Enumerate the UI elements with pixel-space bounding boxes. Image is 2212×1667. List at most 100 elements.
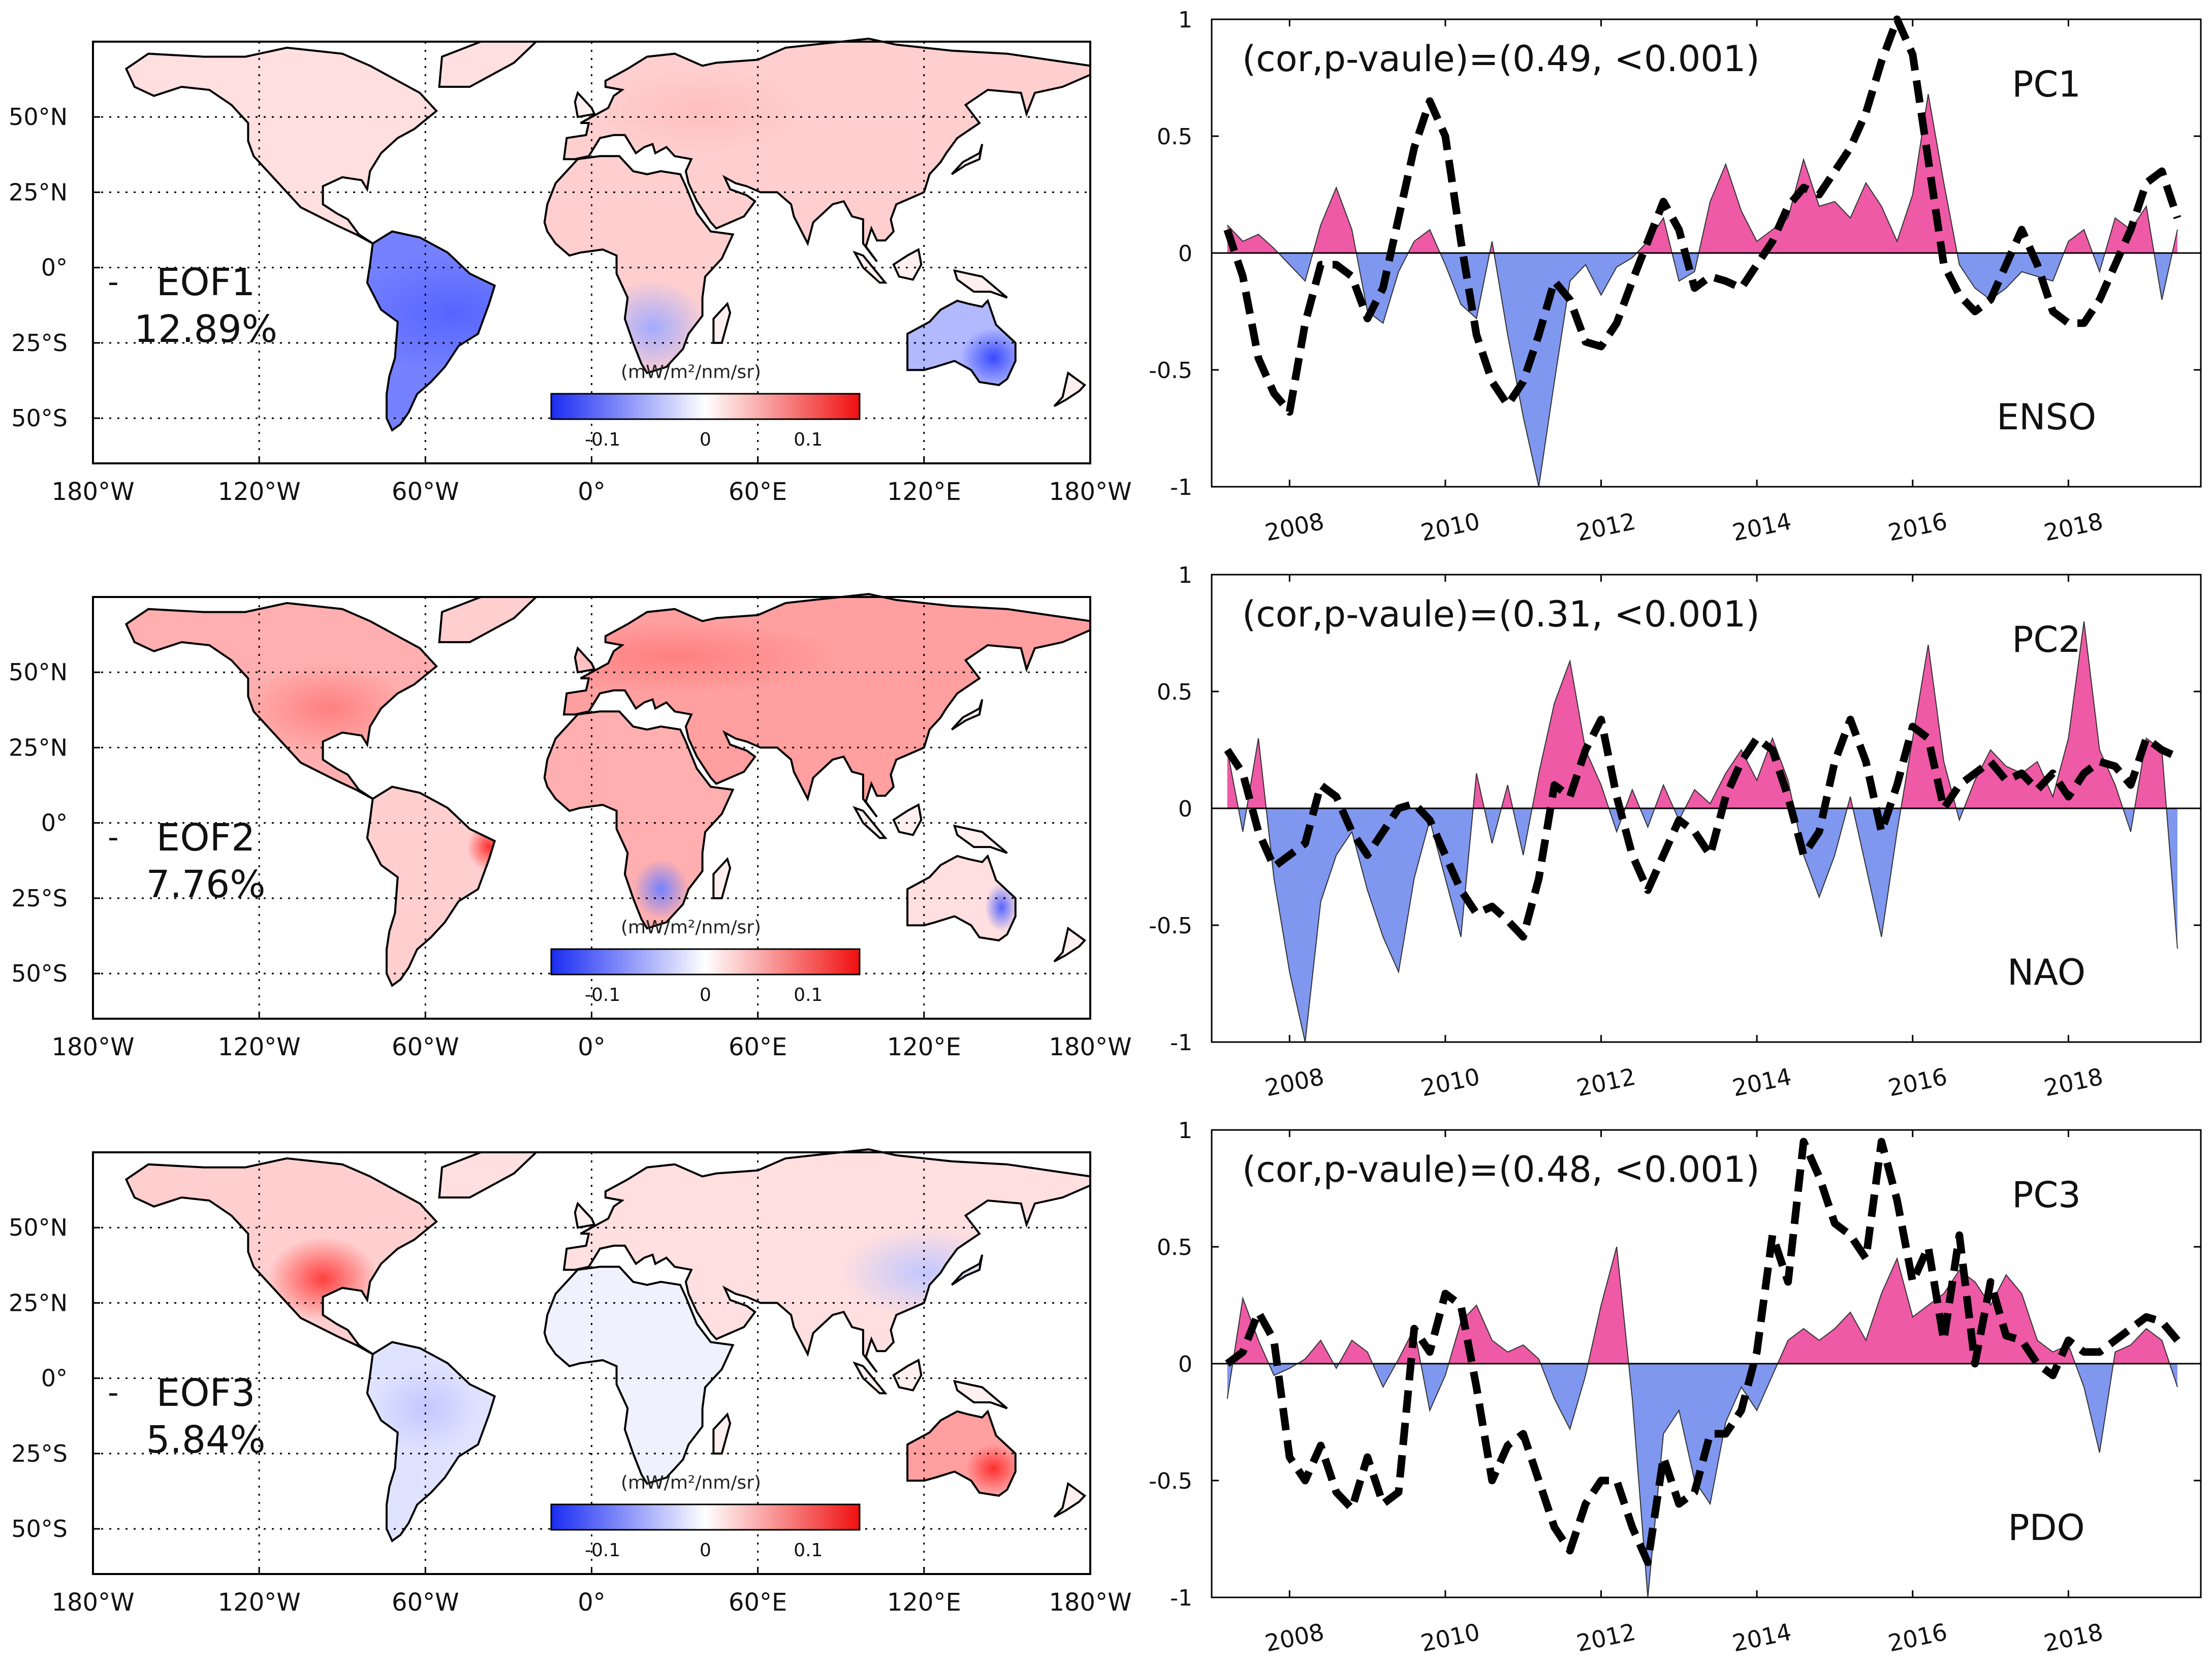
lon-tick-label: 180°W <box>51 1588 134 1617</box>
sumatra-field <box>855 1363 886 1394</box>
lon-tick-label: 0° <box>578 1588 606 1617</box>
borneo-field <box>893 805 922 835</box>
eof3-name: EOF3 <box>156 1371 256 1415</box>
anomaly-blob <box>508 621 841 694</box>
britain-coastline <box>574 646 596 674</box>
eof1-map-panel: 180°W 120°W 60°W 0° 60°E 120°E 180°W 50°N 25°N 0°… <box>0 0 1138 539</box>
lat-tick-label: 50°S <box>11 960 68 987</box>
lon-tick-label: 180°W <box>1049 478 1131 506</box>
lon-tick-label: 60°W <box>392 1033 459 1061</box>
y-tick-label: -0.5 <box>1149 913 1192 939</box>
namerica-coastline <box>124 1157 438 1355</box>
y-tick-label: -1 <box>1170 1030 1192 1056</box>
colorbar-tick-label: 0 <box>700 985 711 1005</box>
sumatra-field <box>855 253 886 283</box>
eof3-map-panel: 180°W 120°W 60°W 0° 60°E 120°E 180°W 50°N 25°N 0°… <box>0 1111 1138 1649</box>
x-tick-label: 2010 <box>1418 507 1482 546</box>
x-tick-label: 2018 <box>2041 1062 2105 1102</box>
lon-tick-label: 60°W <box>392 478 459 506</box>
eof1-map: 180°W 120°W 60°W 0° 60°E 120°E 180°W 50°N 25°N 0°… <box>9 38 1132 506</box>
newguinea-field <box>954 1381 1007 1408</box>
y-tick-label: 0 <box>1178 1351 1192 1377</box>
britain-coastline <box>574 1201 596 1229</box>
eof-marker-dash: - <box>108 820 119 855</box>
x-tick-label: 2010 <box>1418 1618 1482 1657</box>
namerica-coastline <box>124 46 438 244</box>
colorbar <box>550 948 861 976</box>
anomaly-blob <box>985 883 1019 932</box>
lat-tick-label: 50°S <box>11 404 68 432</box>
pc-negative-area <box>1227 1364 2178 1597</box>
correlation-text: (cor,p-vaule)=(0.49, <0.001) <box>1242 38 1760 80</box>
lon-tick-label: 180°W <box>51 478 134 506</box>
africa-field <box>544 711 733 929</box>
index-dashed-line <box>1224 715 2179 941</box>
namerica-field <box>126 47 437 244</box>
anomaly-blob <box>591 66 813 156</box>
y-tick-label: 0.5 <box>1157 124 1192 150</box>
x-tick-label: 2008 <box>1262 1618 1326 1657</box>
y-tick-label: -1 <box>1170 475 1192 500</box>
africa-coastline <box>543 1266 735 1485</box>
x-tick-label: 2018 <box>2041 1618 2105 1657</box>
colorbar-tick-label: 0.1 <box>794 429 823 450</box>
lon-tick-label: 0° <box>578 1033 606 1061</box>
eof2-label: EOF2 7.76% <box>117 814 295 908</box>
eof2-variance: 7.76% <box>146 863 266 906</box>
pc1-chart: 1 0.5 0 -0.5 -1 2008 2010 2012 2014 2016 2018 (cor,… <box>1149 7 2202 547</box>
lat-tick-label: 50°N <box>9 658 68 686</box>
australia-coastline <box>906 299 1017 387</box>
pc-outline <box>1226 1246 2178 1598</box>
colorbar-tick-label: 0 <box>700 1540 711 1561</box>
samerica-coastline <box>366 1341 496 1543</box>
eurasia-coastline <box>562 1148 1091 1373</box>
colorbar-tick-label: 0.1 <box>794 1540 823 1561</box>
eof3-colorbar-unit: (mW/m²/nm/sr) <box>621 1472 762 1493</box>
pc-name-label: PC2 <box>2012 619 2081 660</box>
eurasia-coastline <box>562 38 1091 263</box>
borneo-field <box>893 1360 922 1391</box>
lon-tick-label: 60°E <box>729 1033 787 1061</box>
samerica-coastline <box>366 785 496 987</box>
lat-tick-label: 25°N <box>9 1289 68 1316</box>
x-tick-label: 2016 <box>1886 1618 1950 1657</box>
japan-coastline <box>951 1254 984 1286</box>
lon-tick-label: 120°E <box>887 1033 961 1061</box>
x-tick-label: 2008 <box>1262 507 1326 546</box>
pc-negative-area <box>1227 808 2178 1042</box>
newguinea-coastline <box>953 1379 1008 1409</box>
britain-field <box>575 1203 594 1228</box>
newzealand-field <box>1054 928 1085 962</box>
colorbar-tick-label: -0.1 <box>585 429 620 450</box>
lon-tick-label: 120°W <box>218 1033 301 1061</box>
colorbar <box>550 1503 861 1531</box>
samerica-coastline <box>366 230 496 432</box>
x-tick-label: 2014 <box>1730 1618 1794 1657</box>
lon-tick-label: 120°W <box>218 478 301 506</box>
eof2-name: EOF2 <box>156 816 256 860</box>
madagascar-field <box>713 859 731 898</box>
index-dashed-line <box>1223 15 2182 416</box>
pc3-chart: 1 0.5 0 -0.5 -1 2008 2010 2012 2014 2016 2018 (cor,… <box>1149 1118 2202 1657</box>
eof3-map: 180°W 120°W 60°W 0° 60°E 120°E 180°W 50°N 25°N 0°… <box>9 1148 1132 1617</box>
newguinea-field <box>954 826 1007 853</box>
eof-marker-dash: - <box>108 264 119 300</box>
greenland-field <box>439 42 536 87</box>
lon-tick-label: 120°E <box>887 1588 961 1617</box>
pc-name-label: PC3 <box>2012 1174 2081 1216</box>
colorbar-tick-label: -0.1 <box>585 985 620 1005</box>
colorbar-tick-label: 0.1 <box>794 985 823 1005</box>
eof1-variance: 12.89% <box>134 307 278 351</box>
lon-tick-label: 180°W <box>1049 1033 1131 1061</box>
greenland-field <box>439 1152 536 1198</box>
lon-tick-label: 60°W <box>392 1588 459 1617</box>
anomaly-blob <box>841 1228 1007 1318</box>
x-tick-label: 2014 <box>1730 507 1794 546</box>
lat-tick-label: 25°S <box>11 329 68 357</box>
x-tick-label: 2012 <box>1574 1062 1638 1102</box>
y-tick-label: 0 <box>1178 796 1192 822</box>
lat-tick-label: 25°S <box>11 1440 68 1467</box>
lat-tick-label: 50°S <box>11 1515 68 1543</box>
borneo-field <box>893 249 922 280</box>
newzealand-field <box>1054 373 1085 406</box>
